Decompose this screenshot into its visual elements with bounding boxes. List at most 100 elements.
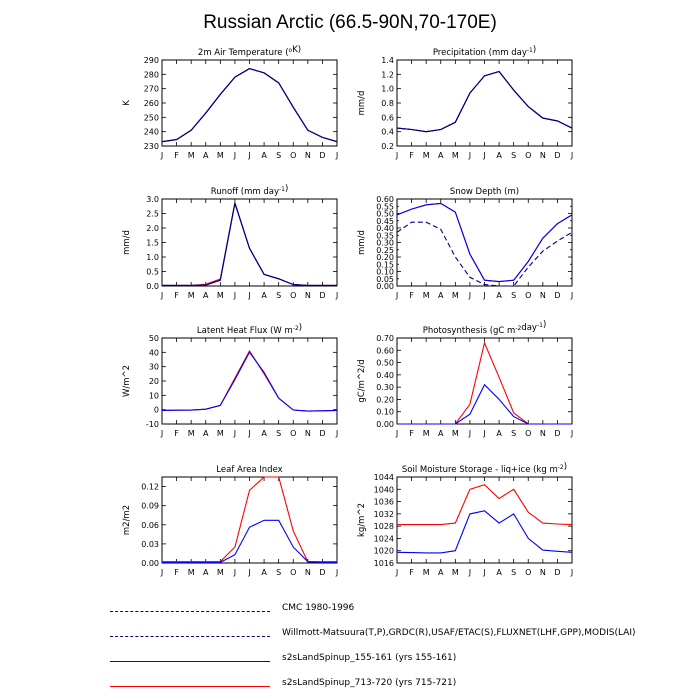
chart-panel-7: Leaf Area Index m2/m2 0.00 0.03 0.06 0.09 0.12…	[122, 465, 338, 577]
series-line-4	[397, 341, 572, 425]
y-tick-label: 270	[144, 85, 159, 94]
x-tick-label: O	[525, 291, 531, 300]
x-tick-label: J	[468, 291, 471, 300]
x-tick-label: M	[452, 151, 459, 160]
legend-line-blue	[110, 661, 270, 662]
y-tick-label: 0.60	[376, 195, 394, 204]
series-line-3	[161, 351, 338, 412]
x-tick-label: M	[188, 568, 195, 577]
x-tick-label: J	[247, 429, 250, 438]
x-tick-label: D	[319, 568, 325, 577]
y-tick-label: 0.8	[381, 99, 394, 108]
x-tick-label: J	[335, 291, 338, 300]
y-axis-label: kg/m^2	[357, 503, 367, 537]
chart-panel-1: 2m Air Temperature (oK) K 230 240 250 260 270 2…	[122, 45, 338, 160]
x-tick-label: A	[261, 568, 267, 577]
series-line-3	[162, 519, 337, 563]
series-line-3	[396, 202, 573, 283]
y-tick-label: 0.5	[146, 268, 159, 277]
x-tick-label: D	[554, 429, 560, 438]
x-tick-label: A	[496, 151, 502, 160]
x-tick-label: J	[335, 568, 338, 577]
panel-title: 2m Air Temperature (oK)	[198, 45, 301, 58]
panel-title: Leaf Area Index	[216, 465, 282, 475]
x-tick-label: J	[395, 429, 398, 438]
y-tick-label: 0.00	[376, 420, 394, 429]
chart-panel-5: Latent Heat Flux (W m-2) W/m^2 -10 0 10 20 30 4…	[122, 323, 338, 438]
y-tick-label: 20	[149, 377, 159, 386]
x-tick-label: N	[305, 151, 311, 160]
plot-frame	[396, 337, 573, 425]
x-tick-label: N	[540, 151, 546, 160]
y-tick-label: 0.60	[376, 346, 394, 355]
y-tick-label: 1028	[374, 522, 394, 531]
y-tick-label: -10	[146, 420, 159, 429]
x-tick-label: D	[554, 151, 560, 160]
y-tick-label: 2.5	[146, 210, 159, 219]
y-tick-label: 0.05	[376, 275, 394, 284]
legend-line-red	[110, 686, 270, 687]
y-axis-label: mm/d	[122, 230, 132, 255]
x-tick-label: J	[233, 151, 236, 160]
x-tick-label: J	[482, 568, 485, 577]
x-tick-label: F	[174, 291, 179, 300]
panel-title: Runoff (mm day-1)	[211, 184, 289, 197]
series-line-3	[397, 383, 572, 425]
series-line-4	[396, 202, 573, 283]
x-tick-label: J	[395, 291, 398, 300]
x-tick-label: A	[438, 429, 444, 438]
y-tick-label: 30	[149, 363, 159, 372]
series-line-4	[162, 476, 337, 563]
y-tick-label: 2.0	[146, 224, 159, 233]
y-tick-label: 1.0	[146, 253, 159, 262]
y-tick-label: 1044	[374, 473, 394, 482]
y-tick-label: 250	[144, 113, 159, 122]
chart-panel-4: Snow Depth (m)mm/d0.000.050.100.150.200.…	[357, 187, 573, 300]
series-line-4	[397, 484, 573, 526]
x-tick-label: S	[276, 151, 281, 160]
y-tick-label: 0.03	[141, 540, 159, 549]
x-tick-label: J	[468, 151, 471, 160]
y-tick-label: 1.4	[381, 56, 394, 65]
plot-frame	[396, 59, 573, 147]
plot-frame	[161, 59, 338, 147]
x-tick-label: S	[276, 291, 281, 300]
x-tick-label: S	[511, 291, 516, 300]
y-tick-label: 1.5	[146, 239, 159, 248]
x-tick-label: J	[570, 429, 573, 438]
y-tick-label: 0.40	[376, 371, 394, 380]
panel-title: Latent Heat Flux (W m-2)	[197, 323, 302, 336]
y-tick-label: 1024	[374, 534, 394, 543]
x-tick-label: D	[319, 151, 325, 160]
x-tick-label: S	[511, 429, 516, 438]
x-tick-label: A	[496, 429, 502, 438]
series-line-4	[161, 68, 338, 143]
x-tick-label: A	[261, 429, 267, 438]
y-axis-label: W/m^2	[122, 365, 132, 397]
panel-title: Soil Moisture Storage - liq+ice (kg m-2)	[402, 462, 567, 475]
series-line-4	[161, 349, 338, 412]
x-tick-label: O	[290, 151, 296, 160]
x-tick-label: J	[482, 291, 485, 300]
x-tick-label: O	[290, 429, 296, 438]
x-tick-label: J	[468, 568, 471, 577]
y-tick-label: 0.50	[376, 359, 394, 368]
y-tick-label: 0.50	[376, 210, 394, 219]
series-line-3	[396, 510, 573, 554]
y-tick-label: 0.00	[141, 559, 159, 568]
plot-frame	[161, 198, 338, 287]
x-tick-label: A	[438, 568, 444, 577]
x-tick-label: S	[511, 568, 516, 577]
panel-title: Snow Depth (m)	[450, 187, 519, 197]
x-tick-label: M	[217, 151, 224, 160]
x-tick-label: S	[276, 429, 281, 438]
x-tick-label: J	[247, 568, 250, 577]
x-tick-label: J	[233, 429, 236, 438]
x-tick-label: F	[409, 568, 414, 577]
y-tick-label: 240	[144, 128, 159, 137]
x-tick-label: J	[233, 291, 236, 300]
x-tick-label: M	[188, 291, 195, 300]
x-tick-label: J	[233, 568, 236, 577]
x-tick-label: A	[438, 291, 444, 300]
